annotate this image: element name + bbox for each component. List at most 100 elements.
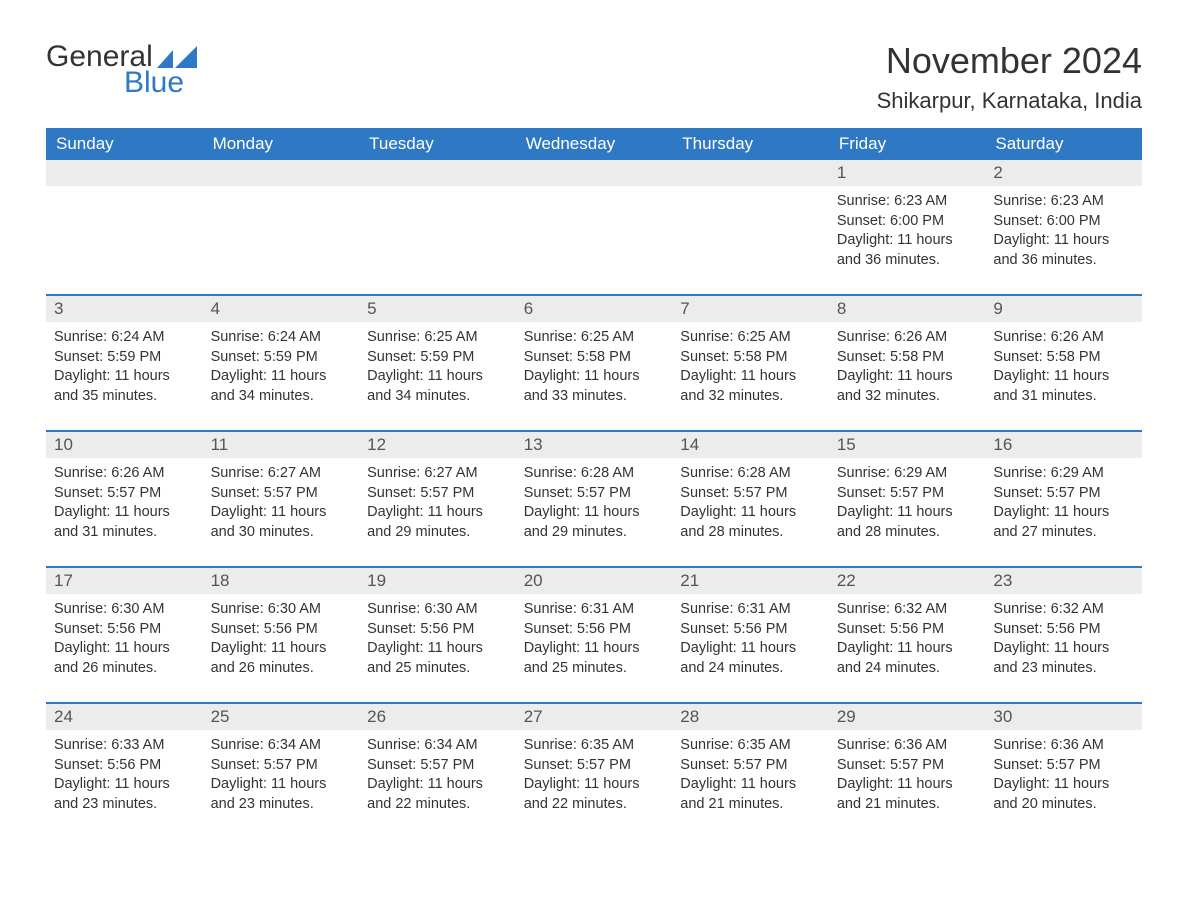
daylight-text: Daylight: 11 hours and 29 minutes.: [367, 503, 508, 542]
day-content: Sunrise: 6:34 AMSunset: 5:57 PMDaylight:…: [203, 730, 360, 814]
header-row: General Blue November 2024 Shikarpur, Ka…: [46, 40, 1142, 114]
day-cell: 25Sunrise: 6:34 AMSunset: 5:57 PMDayligh…: [203, 704, 360, 822]
dow-cell: Thursday: [672, 128, 829, 160]
sunset-text: Sunset: 5:57 PM: [993, 756, 1134, 776]
day-number: 5: [359, 296, 516, 322]
day-number: 8: [829, 296, 986, 322]
day-number: 26: [359, 704, 516, 730]
day-content: Sunrise: 6:26 AMSunset: 5:57 PMDaylight:…: [46, 458, 203, 542]
sunset-text: Sunset: 5:58 PM: [524, 348, 665, 368]
day-number: [672, 160, 829, 186]
day-content: Sunrise: 6:28 AMSunset: 5:57 PMDaylight:…: [672, 458, 829, 542]
sunrise-text: Sunrise: 6:36 AM: [837, 736, 978, 756]
sunrise-text: Sunrise: 6:35 AM: [524, 736, 665, 756]
daylight-text: Daylight: 11 hours and 27 minutes.: [993, 503, 1134, 542]
sunrise-text: Sunrise: 6:27 AM: [211, 464, 352, 484]
day-number: 21: [672, 568, 829, 594]
day-content: Sunrise: 6:31 AMSunset: 5:56 PMDaylight:…: [516, 594, 673, 678]
daylight-text: Daylight: 11 hours and 20 minutes.: [993, 775, 1134, 814]
daylight-text: Daylight: 11 hours and 31 minutes.: [54, 503, 195, 542]
day-number: [203, 160, 360, 186]
sunset-text: Sunset: 5:57 PM: [211, 484, 352, 504]
day-number: 27: [516, 704, 673, 730]
day-content: Sunrise: 6:36 AMSunset: 5:57 PMDaylight:…: [829, 730, 986, 814]
day-content: Sunrise: 6:35 AMSunset: 5:57 PMDaylight:…: [672, 730, 829, 814]
day-number: 10: [46, 432, 203, 458]
day-number: 20: [516, 568, 673, 594]
sunset-text: Sunset: 5:58 PM: [837, 348, 978, 368]
daylight-text: Daylight: 11 hours and 34 minutes.: [367, 367, 508, 406]
day-cell: 3Sunrise: 6:24 AMSunset: 5:59 PMDaylight…: [46, 296, 203, 414]
daylight-text: Daylight: 11 hours and 34 minutes.: [211, 367, 352, 406]
day-number: [516, 160, 673, 186]
day-cell: 20Sunrise: 6:31 AMSunset: 5:56 PMDayligh…: [516, 568, 673, 686]
sunset-text: Sunset: 5:56 PM: [680, 620, 821, 640]
empty-day-cell: [672, 160, 829, 278]
day-number: 6: [516, 296, 673, 322]
day-content: Sunrise: 6:27 AMSunset: 5:57 PMDaylight:…: [203, 458, 360, 542]
sunset-text: Sunset: 5:57 PM: [367, 484, 508, 504]
sunrise-text: Sunrise: 6:32 AM: [837, 600, 978, 620]
day-content: Sunrise: 6:25 AMSunset: 5:58 PMDaylight:…: [516, 322, 673, 406]
day-cell: 23Sunrise: 6:32 AMSunset: 5:56 PMDayligh…: [985, 568, 1142, 686]
title-location: Shikarpur, Karnataka, India: [877, 88, 1142, 114]
day-content: Sunrise: 6:29 AMSunset: 5:57 PMDaylight:…: [829, 458, 986, 542]
week-row: 10Sunrise: 6:26 AMSunset: 5:57 PMDayligh…: [46, 430, 1142, 550]
sunset-text: Sunset: 5:56 PM: [211, 620, 352, 640]
sunrise-text: Sunrise: 6:26 AM: [837, 328, 978, 348]
week-row: 1Sunrise: 6:23 AMSunset: 6:00 PMDaylight…: [46, 160, 1142, 278]
sunset-text: Sunset: 5:57 PM: [211, 756, 352, 776]
sunset-text: Sunset: 5:58 PM: [680, 348, 821, 368]
daylight-text: Daylight: 11 hours and 30 minutes.: [211, 503, 352, 542]
day-cell: 30Sunrise: 6:36 AMSunset: 5:57 PMDayligh…: [985, 704, 1142, 822]
sunset-text: Sunset: 5:59 PM: [54, 348, 195, 368]
day-content: Sunrise: 6:31 AMSunset: 5:56 PMDaylight:…: [672, 594, 829, 678]
week-row: 24Sunrise: 6:33 AMSunset: 5:56 PMDayligh…: [46, 702, 1142, 822]
empty-day-cell: [203, 160, 360, 278]
daylight-text: Daylight: 11 hours and 32 minutes.: [680, 367, 821, 406]
day-content: Sunrise: 6:32 AMSunset: 5:56 PMDaylight:…: [985, 594, 1142, 678]
daylight-text: Daylight: 11 hours and 23 minutes.: [211, 775, 352, 814]
day-content: Sunrise: 6:36 AMSunset: 5:57 PMDaylight:…: [985, 730, 1142, 814]
daylight-text: Daylight: 11 hours and 24 minutes.: [837, 639, 978, 678]
day-number: 15: [829, 432, 986, 458]
day-number: 22: [829, 568, 986, 594]
day-content: Sunrise: 6:30 AMSunset: 5:56 PMDaylight:…: [46, 594, 203, 678]
day-cell: 18Sunrise: 6:30 AMSunset: 5:56 PMDayligh…: [203, 568, 360, 686]
daylight-text: Daylight: 11 hours and 21 minutes.: [680, 775, 821, 814]
sunrise-text: Sunrise: 6:25 AM: [367, 328, 508, 348]
day-number: 25: [203, 704, 360, 730]
daylight-text: Daylight: 11 hours and 25 minutes.: [524, 639, 665, 678]
day-number: 3: [46, 296, 203, 322]
brand-word2: Blue: [124, 66, 184, 100]
day-cell: 19Sunrise: 6:30 AMSunset: 5:56 PMDayligh…: [359, 568, 516, 686]
day-content: Sunrise: 6:24 AMSunset: 5:59 PMDaylight:…: [46, 322, 203, 406]
sunrise-text: Sunrise: 6:33 AM: [54, 736, 195, 756]
dow-cell: Monday: [203, 128, 360, 160]
sunrise-text: Sunrise: 6:25 AM: [680, 328, 821, 348]
day-cell: 7Sunrise: 6:25 AMSunset: 5:58 PMDaylight…: [672, 296, 829, 414]
day-content: Sunrise: 6:30 AMSunset: 5:56 PMDaylight:…: [203, 594, 360, 678]
sunset-text: Sunset: 5:57 PM: [367, 756, 508, 776]
day-number: 9: [985, 296, 1142, 322]
sunset-text: Sunset: 5:57 PM: [837, 484, 978, 504]
sunset-text: Sunset: 5:57 PM: [680, 756, 821, 776]
sunset-text: Sunset: 5:56 PM: [524, 620, 665, 640]
day-number: 12: [359, 432, 516, 458]
daylight-text: Daylight: 11 hours and 22 minutes.: [524, 775, 665, 814]
day-number: 4: [203, 296, 360, 322]
day-cell: 16Sunrise: 6:29 AMSunset: 5:57 PMDayligh…: [985, 432, 1142, 550]
title-month: November 2024: [877, 40, 1142, 82]
day-number: 23: [985, 568, 1142, 594]
day-cell: 22Sunrise: 6:32 AMSunset: 5:56 PMDayligh…: [829, 568, 986, 686]
day-content: Sunrise: 6:25 AMSunset: 5:58 PMDaylight:…: [672, 322, 829, 406]
daylight-text: Daylight: 11 hours and 29 minutes.: [524, 503, 665, 542]
day-cell: 21Sunrise: 6:31 AMSunset: 5:56 PMDayligh…: [672, 568, 829, 686]
daylight-text: Daylight: 11 hours and 26 minutes.: [54, 639, 195, 678]
day-content: Sunrise: 6:34 AMSunset: 5:57 PMDaylight:…: [359, 730, 516, 814]
sunrise-text: Sunrise: 6:26 AM: [54, 464, 195, 484]
day-content: Sunrise: 6:23 AMSunset: 6:00 PMDaylight:…: [829, 186, 986, 270]
daylight-text: Daylight: 11 hours and 28 minutes.: [680, 503, 821, 542]
sunset-text: Sunset: 5:57 PM: [837, 756, 978, 776]
day-cell: 5Sunrise: 6:25 AMSunset: 5:59 PMDaylight…: [359, 296, 516, 414]
